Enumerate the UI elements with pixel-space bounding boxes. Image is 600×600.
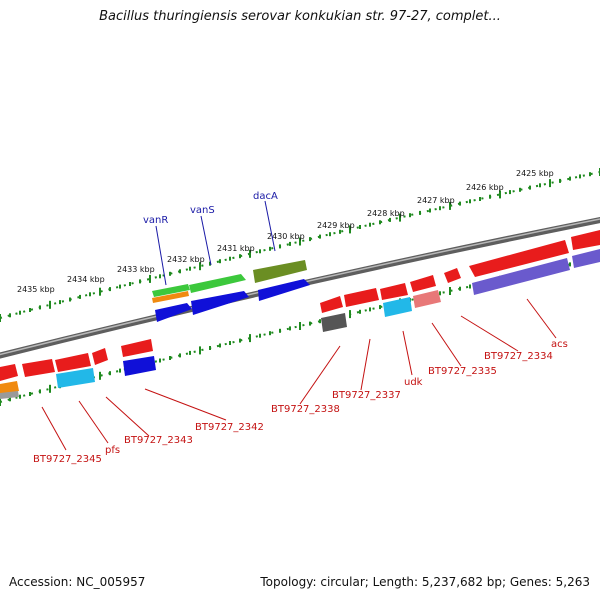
gene-label-daca: dacA [253,191,278,202]
gene-bt9727-2337-arrow[interactable] [344,288,379,307]
outer-scale-ticks [0,168,600,322]
gene-vans-arrow[interactable] [189,274,246,293]
gene-label-udk: udk [404,377,423,388]
gene-acs-arrow[interactable] [469,240,569,277]
gene-label-bt9727-2337: BT9727_2337 [332,390,401,401]
gene-gray-bar-left[interactable] [0,391,19,399]
scale-label: 2432 kbp [167,255,205,264]
gene-daca-arrow[interactable] [253,260,307,283]
forward-genes [152,260,310,322]
gene-label-pfs: pfs [105,445,120,456]
gene-red-arrow-b[interactable] [410,275,436,292]
gene-udk-bar[interactable] [383,297,412,317]
gene-blue-arrow-1[interactable] [155,303,192,322]
gene-label-bt9727-2335: BT9727_2335 [428,366,497,377]
gene-label-bt9727-2342: BT9727_2342 [195,422,264,433]
map-title: Bacillus thuringiensis serovar konkukian… [99,9,501,24]
gene-label-vans: vanS [190,205,215,216]
gene-orange-arrow[interactable] [152,291,189,303]
gene-blue-arrow-2[interactable] [191,291,249,315]
gene-red-arrow-h[interactable] [0,364,18,381]
gene-bt9727-2338-bar[interactable] [321,313,347,332]
scale-label: 2430 kbp [267,232,305,241]
gene-bt9727-2345-bar[interactable] [0,381,19,394]
gene-bt9727-2342-bar[interactable] [123,356,156,376]
scale-label: 2431 kbp [217,244,255,253]
scale-label: 2435 kbp [17,285,55,294]
gene-label-bt9727-2334: BT9727_2334 [484,351,553,362]
scale-label: 2429 kbp [317,221,355,230]
gene-purple-bar-far[interactable] [572,249,600,268]
gene-red-arrow-e[interactable] [121,339,153,357]
scale-label: 2434 kbp [67,275,105,284]
genome-summary-text: Topology: circular; Length: 5,237,682 bp… [260,575,590,589]
gene-vanr-arrow[interactable] [152,284,190,297]
bottom-callout-lines [41,298,557,451]
scale-label: 2427 kbp [417,196,455,205]
scale-label: 2433 kbp [117,265,155,274]
gene-red-arrow-c[interactable] [380,283,408,300]
gene-red-arrow-g[interactable] [22,359,55,377]
gene-bt9727-2334-bar[interactable] [472,258,570,295]
reverse-genes [0,230,600,399]
scale-label: 2428 kbp [367,209,405,218]
gene-red-arrow-d[interactable] [320,296,343,313]
scale-label: 2425 kbp [516,169,554,178]
gene-red-arrow-far[interactable] [571,230,600,250]
scale-label: 2426 kbp [466,183,504,192]
gene-label-bt9727-2338: BT9727_2338 [271,404,340,415]
gene-label-vanr: vanR [143,215,168,226]
gene-label-bt9727-2343: BT9727_2343 [124,435,193,446]
gene-pfs-bar[interactable] [56,368,95,388]
gene-pink-bar[interactable] [413,290,441,308]
gene-label-acs: acs [551,339,568,350]
accession-text: Accession: NC_005957 [9,575,146,589]
gene-red-arrow-f[interactable] [92,348,108,365]
gene-bt9727-2343-arrow[interactable] [55,353,91,372]
gene-blue-arrow-3[interactable] [258,279,310,301]
top-callout-lines [155,200,276,286]
gene-label-bt9727-2345: BT9727_2345 [33,454,102,465]
gene-red-arrow-a[interactable] [444,268,461,283]
